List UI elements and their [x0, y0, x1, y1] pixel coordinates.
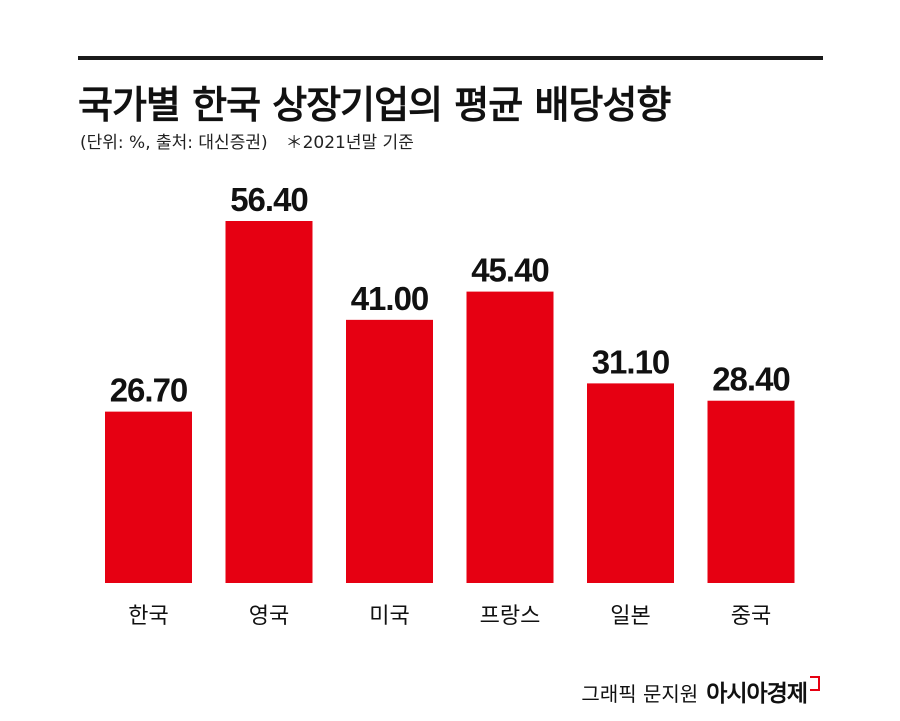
chart-title: 국가별 한국 상장기업의 평균 배당성향: [78, 83, 671, 127]
bar-0: [105, 411, 192, 583]
value-label-0: 26.70: [110, 372, 188, 409]
brand-mark-icon: [810, 676, 820, 691]
value-label-3: 45.40: [471, 252, 549, 289]
brand-logo: 아시아경제: [706, 681, 808, 707]
category-label-3: 프랑스: [480, 604, 541, 629]
value-label-5: 28.40: [712, 361, 790, 398]
chart-subtitle: (단위: %, 출처: 대신증권) ＊2021년말 기준: [80, 128, 414, 153]
category-label-0: 한국: [128, 604, 168, 629]
bar-5: [707, 400, 795, 583]
category-label-1: 영국: [249, 604, 289, 629]
value-label-4: 31.10: [592, 343, 670, 380]
credit: 그래픽 문지원 아시아경제: [581, 674, 820, 708]
bar-1: [225, 221, 313, 583]
value-label-1: 56.40: [230, 181, 308, 218]
bar-2: [346, 319, 433, 583]
bar-4: [587, 383, 674, 583]
category-label-2: 미국: [369, 604, 409, 629]
top-rule: [78, 56, 823, 60]
graphic-credit: 그래픽 문지원: [581, 682, 699, 706]
category-label-4: 일본: [610, 604, 650, 629]
category-label-5: 중국: [731, 604, 771, 629]
value-label-2: 41.00: [351, 280, 429, 317]
unit-source-note: (단위: %, 출처: 대신증권): [80, 133, 268, 153]
basis-note: ＊2021년말 기준: [285, 133, 414, 153]
bar-3: [466, 291, 554, 583]
